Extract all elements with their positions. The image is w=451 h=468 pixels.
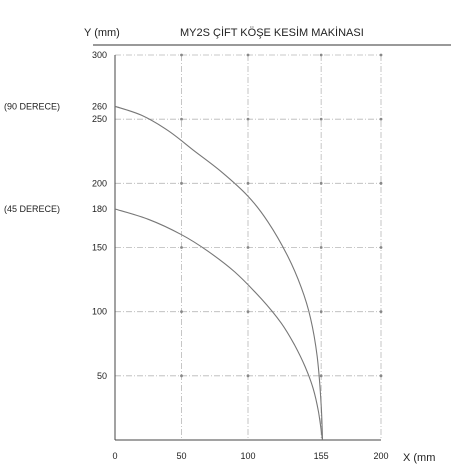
grid-marker (379, 246, 383, 249)
grid-marker (246, 246, 250, 249)
y-tick-label: 50 (97, 371, 107, 381)
grid-marker (379, 181, 383, 185)
grid-marker (180, 374, 183, 378)
annotation-value: 260 (92, 101, 107, 111)
grid-marker (319, 53, 323, 57)
grid-marker (319, 374, 323, 378)
annotation-value: 180 (92, 204, 107, 214)
grid-marker (319, 310, 323, 314)
grid (115, 53, 383, 440)
grid-marker (246, 181, 250, 185)
grid-marker (246, 117, 250, 121)
tick-labels: 0 50 100 155 200 50 100 150 200 250 300 (92, 50, 389, 461)
grid-marker (180, 310, 183, 314)
x-tick-label: 50 (176, 451, 186, 461)
annotations: (90 DERECE) 260 (45 DERECE) 180 (4, 101, 107, 214)
grid-marker (246, 53, 250, 57)
grid-marker (379, 374, 383, 378)
grid-marker (180, 246, 183, 249)
grid-marker (246, 374, 250, 378)
grid-marker (319, 246, 323, 249)
grid-marker (180, 53, 183, 57)
y-tick-label: 250 (92, 114, 107, 124)
grid-marker (319, 117, 323, 121)
series-line (114, 105, 324, 441)
grid-marker (180, 117, 183, 121)
chart-title: MY2S ÇİFT KÖŞE KESİM MAKİNASI (180, 26, 364, 39)
grid-marker (379, 310, 383, 314)
x-tick-label: 155 (314, 451, 329, 461)
x-tick-label: 200 (373, 451, 388, 461)
grid-marker (379, 117, 383, 121)
y-tick-label: 150 (92, 243, 107, 253)
y-axis-label: Y (mm) (84, 27, 120, 39)
series (114, 105, 324, 441)
grid-marker (319, 181, 323, 185)
y-tick-label: 300 (92, 50, 107, 60)
y-tick-label: 200 (92, 178, 107, 188)
axes (93, 44, 451, 441)
x-axis-label: X (mm (403, 452, 435, 464)
x-tick-label: 100 (240, 451, 255, 461)
x-tick-label: 0 (112, 451, 117, 461)
grid-marker (246, 310, 250, 314)
series-line (114, 208, 324, 441)
annotation-label: (90 DERECE) (4, 101, 60, 111)
grid-marker (379, 53, 383, 57)
grid-marker (180, 181, 183, 185)
y-tick-label: 100 (92, 307, 107, 317)
annotation-label: (45 DERECE) (4, 204, 60, 214)
